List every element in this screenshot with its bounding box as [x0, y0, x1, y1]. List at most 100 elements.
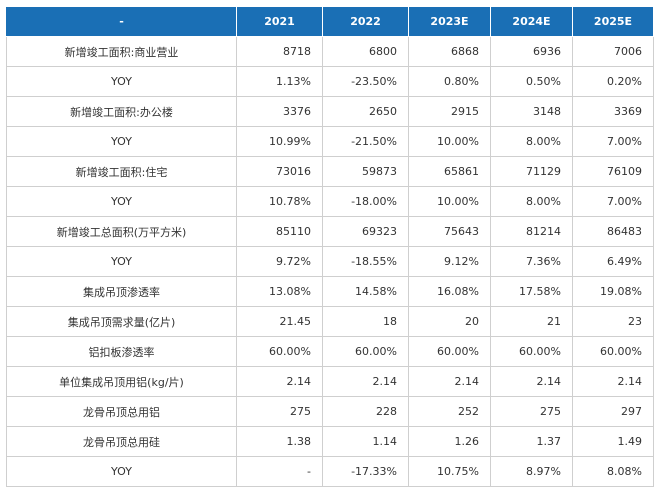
- row-value-2025e: 7.00%: [572, 126, 654, 157]
- row-value-2022: 59873: [322, 156, 409, 187]
- row-label: 新增竣工面积:商业营业: [6, 36, 237, 67]
- row-value-2023e: 75643: [408, 216, 491, 247]
- row-value-2024e: 8.00%: [490, 126, 573, 157]
- row-value-2022: 60.00%: [322, 336, 409, 367]
- table-row: 单位集成吊顶用铝(kg/片) 2.14 2.14 2.14 2.14 2.14: [6, 366, 654, 397]
- row-value-2022: -17.33%: [322, 456, 409, 487]
- row-value-2023e: 10.00%: [408, 126, 491, 157]
- row-value-2023e: 10.75%: [408, 456, 491, 487]
- row-value-2021: 3376: [236, 96, 323, 127]
- row-value-2025e: 8.08%: [572, 456, 654, 487]
- row-value-2023e: 16.08%: [408, 276, 491, 307]
- row-label: 新增竣工面积:办公楼: [6, 96, 237, 127]
- row-value-2022: -21.50%: [322, 126, 409, 157]
- table-row: YOY 10.99% -21.50% 10.00% 8.00% 7.00%: [6, 126, 654, 157]
- table-row: 新增竣工总面积(万平方米) 85110 69323 75643 81214 86483: [6, 216, 654, 247]
- table-row: 新增竣工面积:商业营业 8718 6800 6868 6936 7006: [6, 36, 654, 67]
- row-value-2021: 73016: [236, 156, 323, 187]
- row-label: YOY: [6, 186, 237, 217]
- row-value-2021: 60.00%: [236, 336, 323, 367]
- row-value-2021: 275: [236, 396, 323, 427]
- row-value-2022: 2650: [322, 96, 409, 127]
- row-value-2021: 10.99%: [236, 126, 323, 157]
- row-value-2025e: 76109: [572, 156, 654, 187]
- row-value-2024e: 17.58%: [490, 276, 573, 307]
- row-label: 集成吊顶渗透率: [6, 276, 237, 307]
- row-value-2022: 69323: [322, 216, 409, 247]
- table-header: - 2021 2022 2023E 2024E 2025E: [6, 6, 654, 37]
- table-row: 龙骨吊顶总用铝 275 228 252 275 297: [6, 396, 654, 427]
- row-value-2022: 6800: [322, 36, 409, 67]
- row-value-2025e: 6.49%: [572, 246, 654, 277]
- row-label: YOY: [6, 246, 237, 277]
- row-value-2023e: 252: [408, 396, 491, 427]
- row-label: 单位集成吊顶用铝(kg/片): [6, 366, 237, 397]
- row-value-2025e: 3369: [572, 96, 654, 127]
- table-body: 新增竣工面积:商业营业 8718 6800 6868 6936 7006 YOY 1.13% -…: [6, 36, 654, 487]
- row-value-2021: -: [236, 456, 323, 487]
- row-value-2021: 13.08%: [236, 276, 323, 307]
- row-value-2021: 9.72%: [236, 246, 323, 277]
- row-value-2025e: 7006: [572, 36, 654, 67]
- row-value-2023e: 10.00%: [408, 186, 491, 217]
- row-value-2022: 228: [322, 396, 409, 427]
- row-value-2022: -23.50%: [322, 66, 409, 97]
- row-value-2023e: 9.12%: [408, 246, 491, 277]
- row-value-2025e: 86483: [572, 216, 654, 247]
- header-row: - 2021 2022 2023E 2024E 2025E: [6, 6, 654, 37]
- row-value-2024e: 3148: [490, 96, 573, 127]
- row-value-2024e: 2.14: [490, 366, 573, 397]
- table-row: 铝扣板渗透率 60.00% 60.00% 60.00% 60.00% 60.00%: [6, 336, 654, 367]
- table-row: 集成吊顶需求量(亿片) 21.45 18 20 21 23: [6, 306, 654, 337]
- table-row: 新增竣工面积:住宅 73016 59873 65861 71129 76109: [6, 156, 654, 187]
- row-value-2021: 10.78%: [236, 186, 323, 217]
- row-label: YOY: [6, 456, 237, 487]
- row-label: YOY: [6, 126, 237, 157]
- table-row: YOY 10.78% -18.00% 10.00% 8.00% 7.00%: [6, 186, 654, 217]
- row-value-2024e: 8.97%: [490, 456, 573, 487]
- row-value-2021: 85110: [236, 216, 323, 247]
- row-value-2021: 1.13%: [236, 66, 323, 97]
- row-value-2022: -18.55%: [322, 246, 409, 277]
- header-cell-2024e: 2024E: [490, 6, 573, 37]
- row-value-2023e: 6868: [408, 36, 491, 67]
- row-value-2022: 14.58%: [322, 276, 409, 307]
- row-value-2023e: 2.14: [408, 366, 491, 397]
- row-value-2021: 1.38: [236, 426, 323, 457]
- row-value-2024e: 81214: [490, 216, 573, 247]
- row-value-2025e: 23: [572, 306, 654, 337]
- row-value-2025e: 2.14: [572, 366, 654, 397]
- row-value-2025e: 7.00%: [572, 186, 654, 217]
- row-value-2024e: 21: [490, 306, 573, 337]
- row-label: 集成吊顶需求量(亿片): [6, 306, 237, 337]
- row-value-2022: -18.00%: [322, 186, 409, 217]
- row-value-2024e: 275: [490, 396, 573, 427]
- row-label: 铝扣板渗透率: [6, 336, 237, 367]
- table-row: 集成吊顶渗透率 13.08% 14.58% 16.08% 17.58% 19.08%: [6, 276, 654, 307]
- row-value-2024e: 60.00%: [490, 336, 573, 367]
- table-row: YOY 1.13% -23.50% 0.80% 0.50% 0.20%: [6, 66, 654, 97]
- row-label: 新增竣工面积:住宅: [6, 156, 237, 187]
- row-value-2025e: 297: [572, 396, 654, 427]
- row-value-2025e: 1.49: [572, 426, 654, 457]
- row-label: 龙骨吊顶总用硅: [6, 426, 237, 457]
- row-value-2023e: 0.80%: [408, 66, 491, 97]
- row-label: 新增竣工总面积(万平方米): [6, 216, 237, 247]
- row-value-2022: 1.14: [322, 426, 409, 457]
- table-row: 龙骨吊顶总用硅 1.38 1.14 1.26 1.37 1.49: [6, 426, 654, 457]
- row-value-2024e: 6936: [490, 36, 573, 67]
- row-value-2025e: 19.08%: [572, 276, 654, 307]
- row-label: YOY: [6, 66, 237, 97]
- row-value-2025e: 60.00%: [572, 336, 654, 367]
- header-cell-2025e: 2025E: [572, 6, 654, 37]
- row-value-2024e: 0.50%: [490, 66, 573, 97]
- table-row: YOY 9.72% -18.55% 9.12% 7.36% 6.49%: [6, 246, 654, 277]
- row-value-2023e: 20: [408, 306, 491, 337]
- header-cell-2021: 2021: [236, 6, 323, 37]
- row-value-2024e: 7.36%: [490, 246, 573, 277]
- row-value-2023e: 65861: [408, 156, 491, 187]
- row-label: 龙骨吊顶总用铝: [6, 396, 237, 427]
- row-value-2023e: 60.00%: [408, 336, 491, 367]
- row-value-2021: 21.45: [236, 306, 323, 337]
